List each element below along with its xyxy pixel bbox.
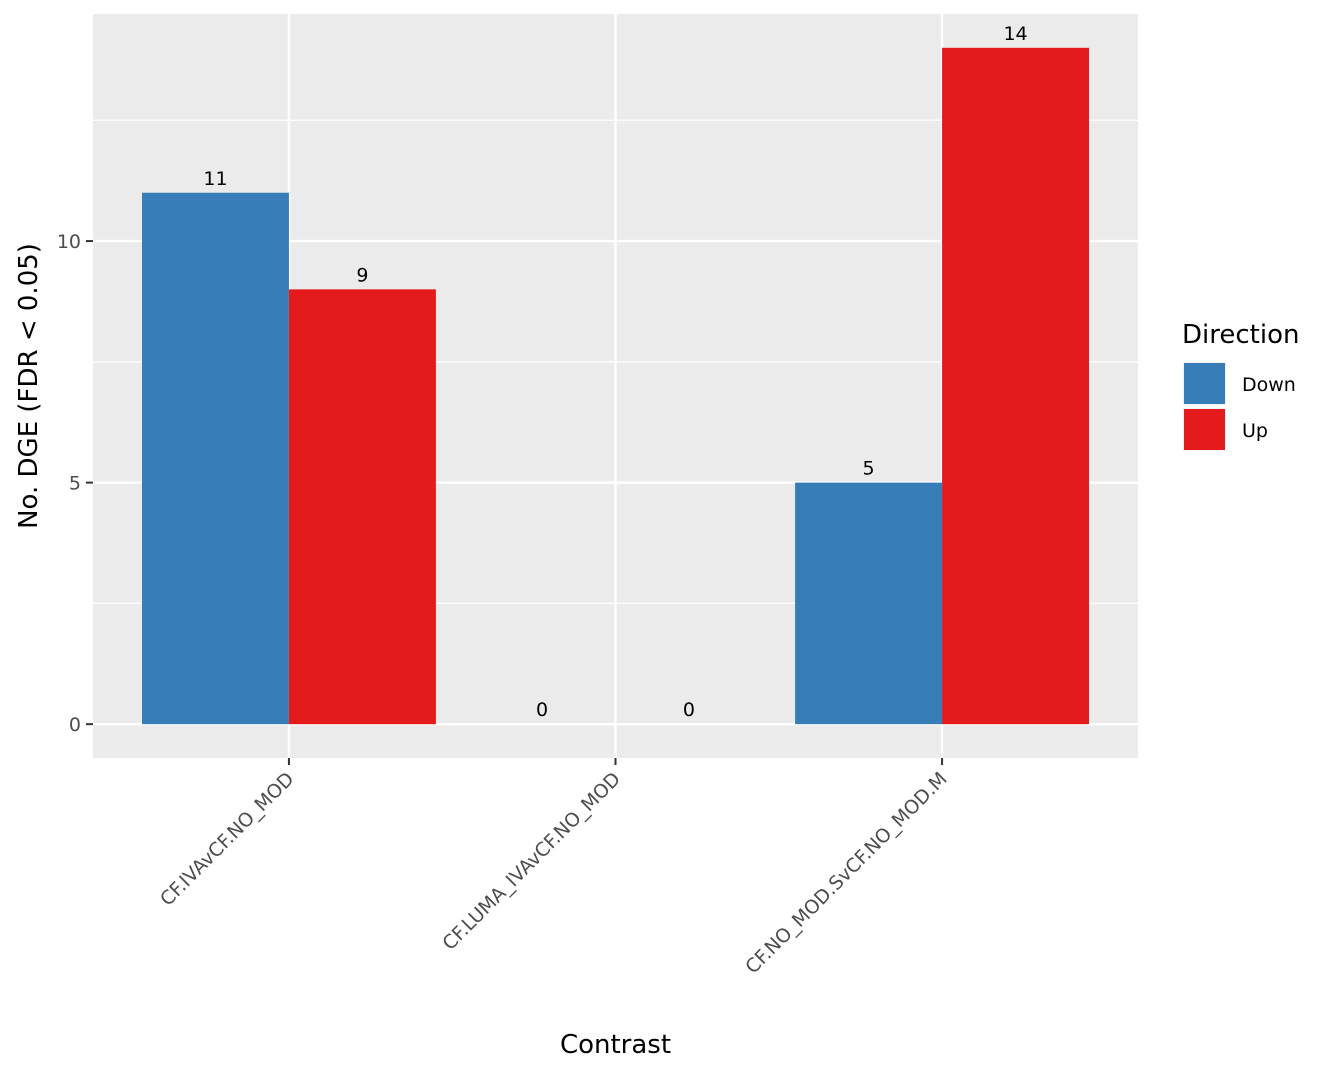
bar-value-label: 5 — [863, 458, 875, 480]
legend-key-up — [1184, 409, 1225, 450]
bar-down — [795, 482, 943, 725]
bars — [141, 47, 1090, 725]
bar-value-label: 14 — [1003, 23, 1027, 45]
bar-value-label: 0 — [683, 699, 695, 721]
x-axis-title: Contrast — [560, 1030, 671, 1060]
y-tick-label: 0 — [69, 714, 81, 736]
y-axis-title: No. DGE (FDR < 0.05) — [14, 243, 44, 529]
legend-label: Up — [1242, 420, 1268, 442]
y-tick-label: 10 — [57, 231, 81, 253]
x-axis: CF.IVAvCF.NO_MOD CF.LUMA_IVAvCF.NO_MOD CF.… — [156, 758, 952, 978]
legend-label: Down — [1242, 374, 1296, 396]
x-tick-label: CF.IVAvCF.NO_MOD — [156, 768, 299, 911]
bar-value-label: 0 — [536, 699, 548, 721]
legend: Direction Down Up — [1182, 320, 1299, 451]
y-axis: 0 5 10 — [57, 231, 93, 736]
bar-value-label: 9 — [356, 264, 368, 286]
x-tick-label: CF.NO_MOD.SvCF.NO_MOD.M — [741, 768, 951, 978]
x-tick-label: CF.LUMA_IVAvCF.NO_MOD — [438, 768, 625, 955]
bar-value-labels: 11 9 0 0 5 14 — [203, 23, 1027, 721]
legend-title: Direction — [1182, 320, 1299, 350]
legend-key-down — [1184, 363, 1225, 404]
bar-up — [942, 47, 1090, 725]
y-tick-label: 5 — [69, 473, 81, 495]
bar-value-label: 11 — [203, 168, 227, 190]
bar-down — [141, 192, 289, 725]
bar-up — [288, 289, 436, 725]
